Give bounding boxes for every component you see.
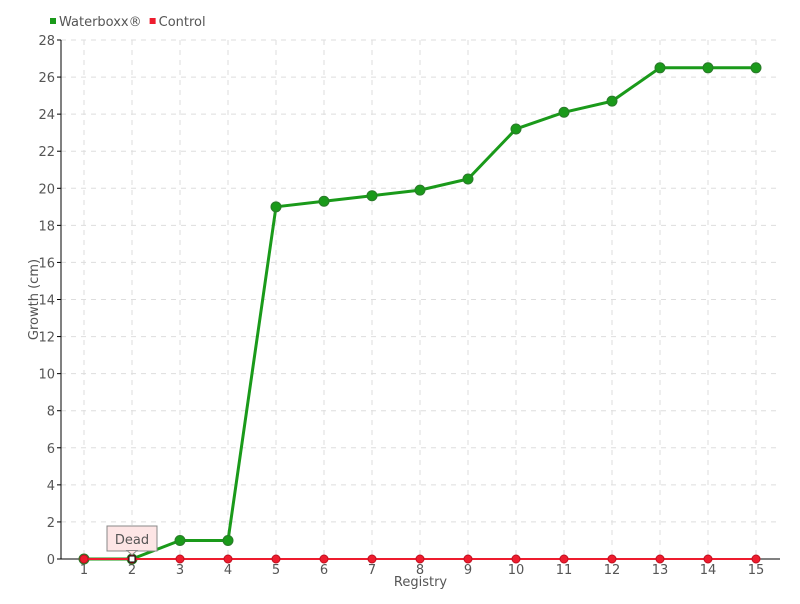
data-point [174,534,186,546]
y-tick-label: 12 [38,331,55,346]
x-tick-label: 13 [652,563,669,578]
x-tick-label: 7 [368,563,376,578]
data-point [703,554,713,564]
x-tick-label: 10 [508,563,525,578]
x-tick-label: 2 [128,563,136,578]
data-point [271,554,281,564]
y-tick-label: 24 [38,108,55,123]
x-tick-label: 4 [224,563,232,578]
x-tick-label: 5 [272,563,280,578]
data-point [606,95,618,107]
y-tick-label: 8 [47,405,55,420]
y-tick-label: 4 [47,479,55,494]
legend-swatch [50,18,56,24]
data-point [559,554,569,564]
x-tick-label: 1 [80,563,88,578]
data-point [462,173,474,185]
y-tick-label: 22 [38,145,55,160]
y-tick-label: 14 [38,294,55,309]
data-point [366,190,378,202]
data-point [654,62,666,74]
data-point [415,554,425,564]
y-tick-label: 28 [38,34,55,49]
annotation-marker [128,555,136,563]
y-tick-label: 0 [47,553,55,568]
data-point [702,62,714,74]
data-point [510,123,522,135]
data-point [270,201,282,213]
data-point [223,554,233,564]
legend-label: Control [159,15,206,30]
data-point [511,554,521,564]
x-tick-label: 12 [604,563,621,578]
annotation-box [106,525,158,552]
x-tick-label: 8 [416,563,424,578]
legend-swatch [149,18,156,24]
data-point [414,184,426,196]
annotation-label: Dead [115,533,149,548]
data-point [655,554,665,564]
data-point [319,554,329,564]
data-point [607,554,617,564]
y-tick-label: 2 [47,516,55,531]
data-point [222,534,234,546]
x-tick-label: 11 [556,563,573,578]
data-point [558,106,570,118]
annotation-pointer [125,550,139,556]
x-tick-label: 15 [748,563,765,578]
x-axis-label: Registry [394,575,448,590]
data-point [79,554,89,564]
legend-label: Waterboxx® [59,15,142,30]
y-tick-label: 16 [38,256,55,271]
data-point [367,554,377,564]
data-point [175,554,185,564]
y-tick-label: 18 [38,219,55,234]
data-point [318,195,330,207]
x-tick-label: 14 [700,563,717,578]
data-point [751,554,761,564]
x-tick-label: 6 [320,563,328,578]
y-tick-label: 26 [38,71,55,86]
y-tick-label: 10 [38,368,55,383]
y-tick-label: 6 [47,442,55,457]
x-tick-label: 3 [176,563,184,578]
x-tick-label: 9 [464,563,472,578]
y-tick-label: 20 [38,182,55,197]
data-point [463,554,473,564]
y-axis-label: Growth (cm) [27,259,42,340]
data-point [750,62,762,74]
